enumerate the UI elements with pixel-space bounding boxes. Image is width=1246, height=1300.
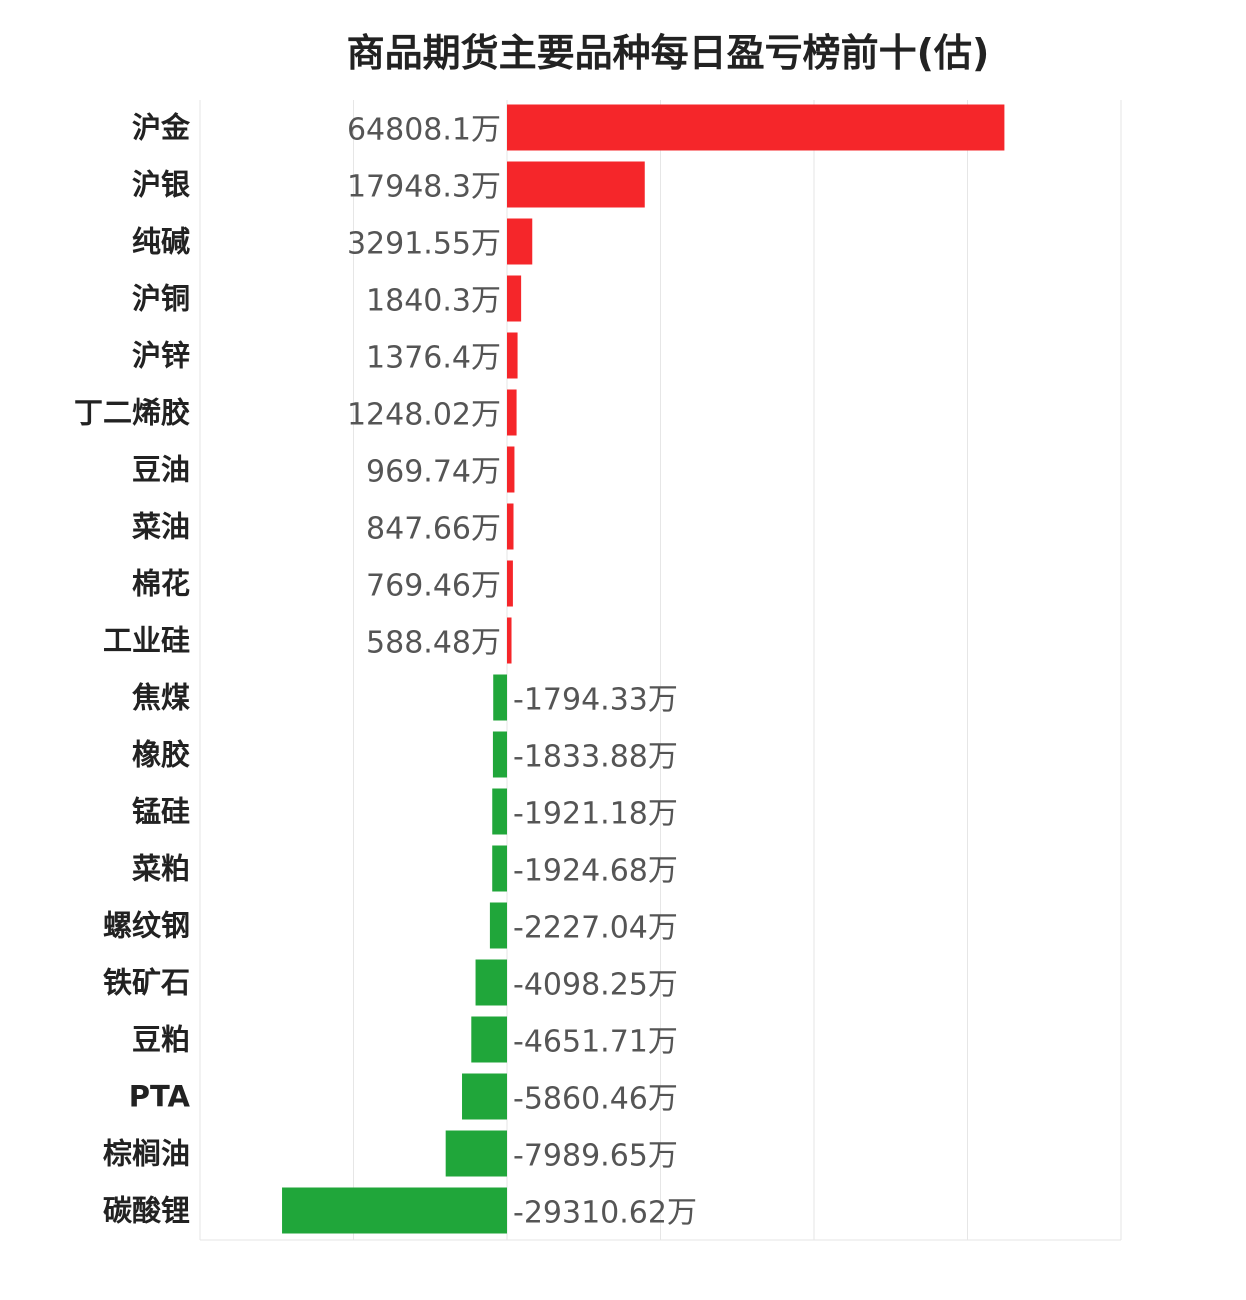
- bar: [445, 1130, 507, 1177]
- bar: [492, 845, 507, 892]
- chart-title: 商品期货主要品种每日盈亏榜前十(估): [346, 31, 990, 75]
- bar: [471, 1016, 507, 1063]
- bar: [507, 104, 1005, 151]
- data-label: 1376.4万: [366, 341, 501, 376]
- data-label: 969.74万: [366, 455, 501, 490]
- category-label: 纯碱: [132, 225, 190, 259]
- bar: [507, 446, 515, 493]
- data-label: -29310.62万: [513, 1196, 697, 1231]
- data-label: -1794.33万: [513, 683, 678, 718]
- data-label: -4098.25万: [513, 968, 678, 1003]
- category-label: 碳酸锂: [103, 1194, 190, 1228]
- category-label: 螺纹钢: [103, 909, 190, 943]
- data-label: 769.46万: [366, 569, 501, 604]
- data-label: 64808.1万: [347, 113, 501, 148]
- data-label: 17948.3万: [347, 170, 501, 205]
- bar: [507, 389, 517, 436]
- bar: [507, 218, 533, 265]
- data-label: -1924.68万: [513, 854, 678, 889]
- bar: [507, 161, 645, 208]
- category-label: 豆油: [132, 453, 190, 487]
- data-label: 847.66万: [366, 512, 501, 547]
- bar: [282, 1187, 507, 1234]
- category-label: 锰硅: [132, 795, 190, 829]
- category-label: 菜油: [132, 510, 190, 544]
- bar: [492, 731, 507, 778]
- bar: [475, 959, 507, 1006]
- bar: [493, 674, 507, 721]
- data-label: -7989.65万: [513, 1139, 678, 1174]
- data-label: 1248.02万: [347, 398, 501, 433]
- bar: [507, 275, 522, 322]
- category-label: 铁矿石: [103, 966, 190, 1000]
- bar: [507, 560, 513, 607]
- bar: [507, 332, 518, 379]
- category-label: 焦煤: [132, 681, 190, 715]
- bar: [507, 503, 514, 550]
- category-label: PTA: [129, 1080, 191, 1114]
- bar: [492, 788, 507, 835]
- bar: [489, 902, 507, 949]
- category-label: 沪锌: [132, 339, 190, 373]
- category-label: 沪金: [132, 111, 191, 145]
- data-label: 3291.55万: [347, 227, 501, 262]
- data-label: -1921.18万: [513, 797, 678, 832]
- category-label: 工业硅: [103, 624, 190, 658]
- bar: [462, 1073, 507, 1120]
- data-label: -2227.04万: [513, 911, 678, 946]
- category-label: 丁二烯胶: [74, 396, 190, 430]
- data-label: -5860.46万: [513, 1082, 678, 1117]
- category-label: 棕榈油: [103, 1137, 190, 1171]
- bar: [507, 617, 512, 664]
- data-label: 588.48万: [366, 626, 501, 661]
- category-label: 豆粕: [132, 1023, 190, 1057]
- category-label: 沪铜: [132, 282, 190, 316]
- data-label: -1833.88万: [513, 740, 678, 775]
- data-label: -4651.71万: [513, 1025, 678, 1060]
- category-label: 菜粕: [132, 852, 190, 886]
- category-label: 棉花: [132, 567, 190, 601]
- category-label: 沪银: [132, 168, 190, 202]
- data-label: 1840.3万: [366, 284, 501, 319]
- category-label: 橡胶: [132, 738, 190, 772]
